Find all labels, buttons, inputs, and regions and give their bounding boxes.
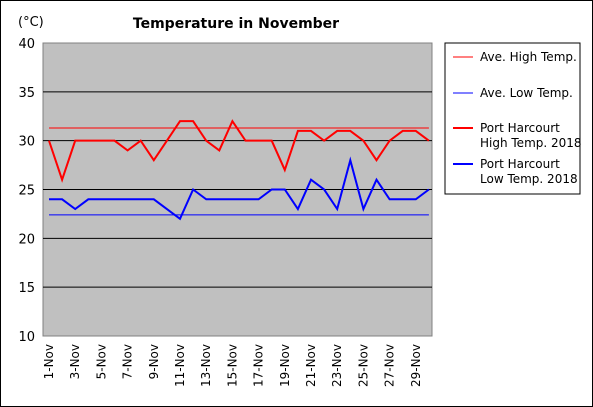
- unit-label: (°C): [18, 15, 44, 30]
- x-tick-label: 13-Nov: [199, 344, 213, 387]
- x-axis-ticks: 1-Nov 3-Nov 5-Nov 7-Nov 9-Nov 11-Nov 13-Nov 15-…: [42, 344, 423, 387]
- y-axis-ticks: 10 15 20 25 30 35 40: [18, 37, 35, 345]
- data-lines: [48, 119, 430, 221]
- chart-title: Temperature in November: [133, 16, 339, 32]
- legend-label: Port Harcourt Low Temp. 2018: [480, 157, 578, 186]
- y-tick-label: 10: [18, 330, 35, 345]
- x-tick-label: 19-Nov: [278, 344, 292, 387]
- x-tick-label: 25-Nov: [356, 344, 370, 387]
- y-tick-label: 15: [18, 281, 35, 296]
- x-tick-label: 5-Nov: [94, 344, 108, 379]
- y-tick-label: 25: [18, 184, 35, 199]
- x-tick-label: 17-Nov: [252, 344, 266, 387]
- legend-label: Ave. Low Temp.: [480, 86, 573, 100]
- x-tick-label: 21-Nov: [304, 344, 318, 387]
- y-tick-label: 30: [18, 135, 35, 150]
- x-tick-label: 11-Nov: [173, 344, 187, 387]
- legend-box: [444, 42, 581, 195]
- x-tick-label: 9-Nov: [147, 344, 161, 379]
- series-line-port-harcourt-high-temp-2018: [48, 119, 430, 183]
- y-tick-label: 40: [18, 37, 35, 52]
- series-line-port-harcourt-low-temp-2018: [49, 156, 430, 221]
- x-tick-label: 29-Nov: [409, 344, 423, 387]
- y-tick-label: 35: [18, 86, 35, 101]
- legend-label: Ave. High Temp.: [480, 50, 577, 64]
- legend-label: Port Harcourt High Temp. 2018: [480, 121, 582, 150]
- x-tick-label: 7-Nov: [121, 344, 135, 379]
- legend: Ave. High Temp. Ave. Low Temp. Port Harcou…: [444, 42, 582, 195]
- x-tick-label: 23-Nov: [330, 344, 344, 387]
- y-tick-label: 20: [18, 232, 35, 247]
- x-tick-label: 15-Nov: [225, 344, 239, 387]
- x-tick-label: 3-Nov: [68, 344, 82, 379]
- x-tick-label: 27-Nov: [383, 344, 397, 387]
- x-tick-label: 1-Nov: [42, 344, 56, 379]
